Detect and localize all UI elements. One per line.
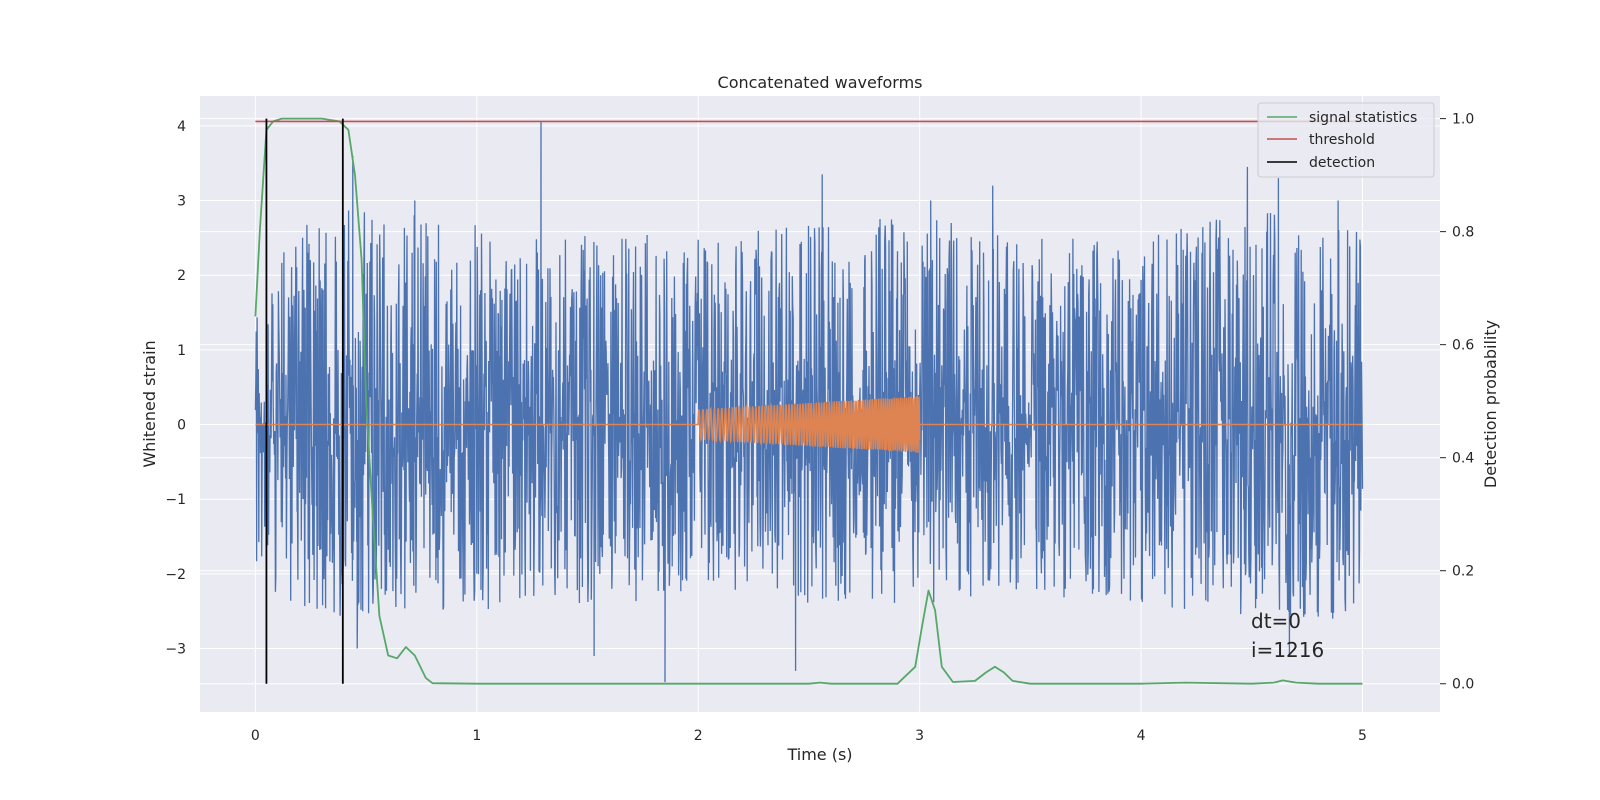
annotation-dt: dt=0 xyxy=(1251,609,1301,633)
y-right-tick-label: 0.4 xyxy=(1452,451,1474,467)
annotations: dt=0 i=1216 xyxy=(1251,609,1324,662)
y-tick-label: 0 xyxy=(177,418,186,434)
x-tick-label: 0 xyxy=(251,728,260,744)
y-tick-label: 3 xyxy=(177,194,186,210)
y-axis-title-left: Whitened strain xyxy=(140,340,159,467)
series-injected-signal xyxy=(255,396,1363,453)
legend-label-signal-statistics: signal statistics xyxy=(1309,110,1417,126)
y-axis-title-right: Detection probability xyxy=(1481,320,1500,488)
x-tick-label: 1 xyxy=(472,728,481,744)
y-tick-label: −2 xyxy=(165,567,186,583)
legend-label-threshold: threshold xyxy=(1309,132,1375,148)
x-axis-title: Time (s) xyxy=(786,745,852,764)
y-tick-label: 4 xyxy=(177,119,186,135)
y-tick-label: 1 xyxy=(177,343,186,359)
right-axis-ticks: 1.0 0.8 0.6 0.4 0.2 0.0 xyxy=(1440,112,1474,693)
x-axis-ticks: 0 1 2 3 4 5 xyxy=(251,728,1367,744)
y-right-tick-label: 1.0 xyxy=(1452,112,1474,128)
x-tick-label: 2 xyxy=(694,728,703,744)
y-right-tick-label: 0.8 xyxy=(1452,225,1474,241)
x-tick-label: 5 xyxy=(1358,728,1367,744)
legend-label-detection: detection xyxy=(1309,155,1375,171)
series-layer xyxy=(254,117,1364,685)
chart-title: Concatenated waveforms xyxy=(718,73,923,92)
legend-box xyxy=(1257,102,1435,178)
y-right-tick-label: 0.2 xyxy=(1452,564,1474,580)
y-tick-label: 2 xyxy=(177,268,186,284)
x-tick-label: 4 xyxy=(1137,728,1146,744)
annotation-index: i=1216 xyxy=(1251,638,1324,662)
y-tick-label: −1 xyxy=(165,492,186,508)
y-right-tick-label: 0.0 xyxy=(1452,677,1474,693)
left-axis-ticks: 4 3 2 1 0 −1 −2 −3 xyxy=(165,119,186,658)
y-tick-label: −3 xyxy=(165,642,186,658)
x-tick-label: 3 xyxy=(915,728,924,744)
legend: signal statistics threshold detection xyxy=(1257,102,1435,178)
y-right-tick-label: 0.6 xyxy=(1452,338,1474,354)
